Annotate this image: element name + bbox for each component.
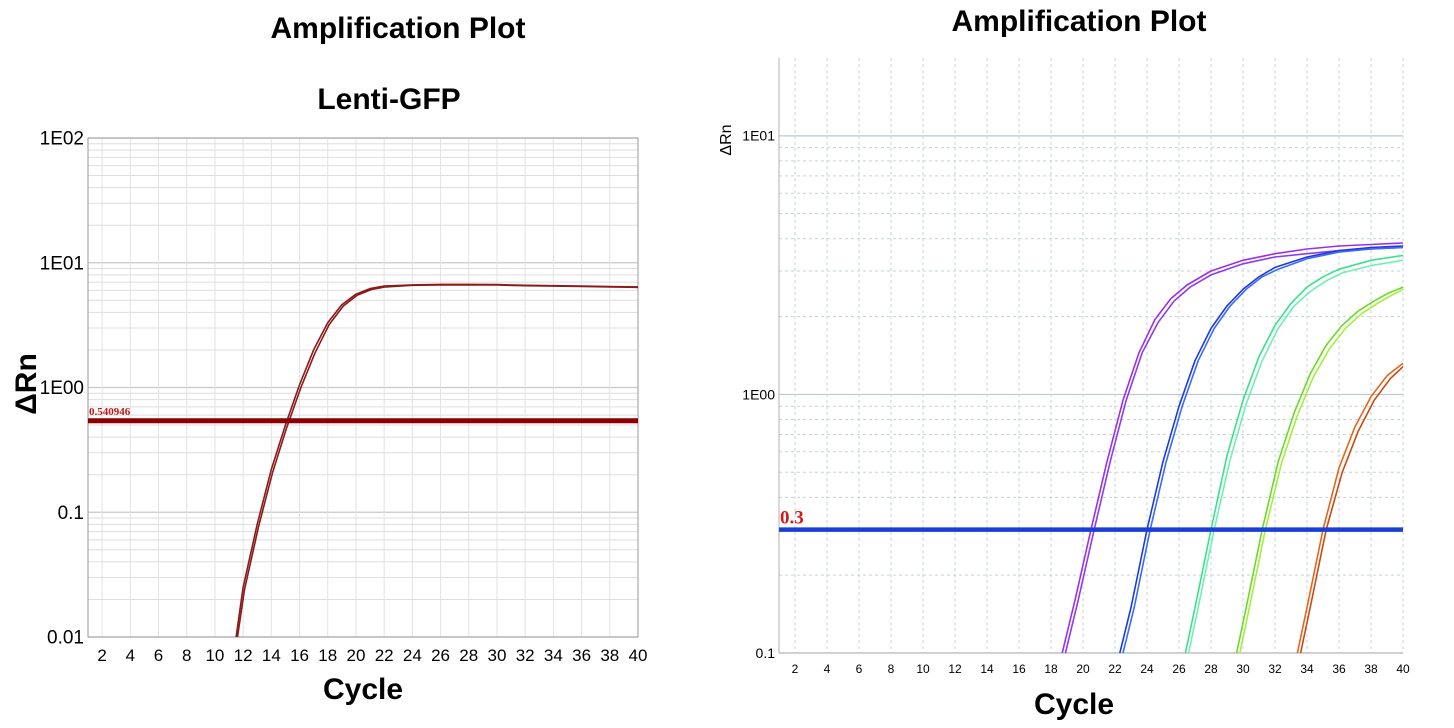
left-x-axis-label: Cycle bbox=[323, 673, 403, 706]
x-tick-label: 10 bbox=[916, 662, 930, 676]
left-chart-subtitle: Lenti-GFP bbox=[317, 83, 460, 116]
x-tick-label: 26 bbox=[1172, 662, 1186, 676]
plot-frame bbox=[87, 137, 639, 638]
series-line-1 bbox=[235, 283, 639, 638]
x-tick-label: 32 bbox=[1268, 662, 1282, 676]
left-chart-title: Amplification Plot bbox=[271, 12, 526, 45]
x-tick-label: 2 bbox=[792, 662, 799, 676]
x-tick-label: 4 bbox=[824, 662, 831, 676]
x-tick-label: 12 bbox=[234, 646, 253, 665]
series-line-5 bbox=[1184, 254, 1404, 654]
series-line-10 bbox=[1299, 366, 1404, 654]
series-line-9 bbox=[1296, 362, 1404, 654]
x-tick-label: 16 bbox=[290, 646, 309, 665]
x-tick-label: 16 bbox=[1012, 662, 1026, 676]
right-y-axis-label: ΔRn bbox=[718, 124, 735, 155]
y-tick-label: 1E01 bbox=[742, 128, 775, 144]
x-tick-label: 14 bbox=[262, 646, 281, 665]
x-tick-label: 36 bbox=[1332, 662, 1346, 676]
x-tick-label: 24 bbox=[403, 646, 422, 665]
series-line-4 bbox=[1122, 246, 1404, 654]
x-tick-label: 24 bbox=[1140, 662, 1154, 676]
x-tick-label: 38 bbox=[1364, 662, 1378, 676]
x-tick-label: 12 bbox=[948, 662, 962, 676]
y-tick-label: 0.1 bbox=[58, 503, 84, 524]
x-tick-label: 8 bbox=[182, 646, 191, 665]
x-tick-label: 10 bbox=[205, 646, 224, 665]
x-tick-label: 32 bbox=[516, 646, 535, 665]
x-tick-label: 40 bbox=[629, 646, 648, 665]
x-tick-label: 36 bbox=[572, 646, 591, 665]
x-tick-label: 20 bbox=[1076, 662, 1090, 676]
x-tick-label: 2 bbox=[97, 646, 106, 665]
x-tick-label: 8 bbox=[888, 662, 895, 676]
x-tick-label: 30 bbox=[488, 646, 507, 665]
x-tick-label: 18 bbox=[318, 646, 337, 665]
series-line-8 bbox=[1239, 288, 1404, 654]
series-line-2 bbox=[236, 284, 639, 638]
x-tick-label: 22 bbox=[1108, 662, 1122, 676]
x-tick-label: 26 bbox=[431, 646, 450, 665]
y-tick-label: 0.1 bbox=[756, 645, 776, 661]
series-line-7 bbox=[1235, 286, 1404, 654]
x-tick-label: 28 bbox=[1204, 662, 1218, 676]
series-line-1 bbox=[1061, 242, 1404, 654]
threshold-label: 0.3 bbox=[780, 508, 804, 529]
y-tick-label: 1E00 bbox=[40, 378, 84, 399]
y-tick-label: 1E02 bbox=[40, 129, 84, 150]
x-tick-label: 30 bbox=[1236, 662, 1250, 676]
left-y-axis-label: ΔRn bbox=[10, 353, 43, 415]
right-x-axis-label: Cycle bbox=[1034, 688, 1114, 721]
x-tick-label: 18 bbox=[1044, 662, 1058, 676]
x-tick-label: 4 bbox=[126, 646, 135, 665]
x-tick-label: 14 bbox=[980, 662, 994, 676]
right-chart-title: Amplification Plot bbox=[952, 5, 1207, 38]
x-tick-label: 22 bbox=[375, 646, 394, 665]
x-tick-label: 40 bbox=[1396, 662, 1410, 676]
y-tick-label: 1E00 bbox=[742, 386, 775, 402]
x-tick-label: 20 bbox=[346, 646, 365, 665]
x-tick-label: 6 bbox=[154, 646, 163, 665]
x-tick-label: 6 bbox=[856, 662, 863, 676]
series-line-3 bbox=[1119, 245, 1404, 654]
x-tick-label: 28 bbox=[459, 646, 478, 665]
x-tick-label: 38 bbox=[600, 646, 619, 665]
series-line-2 bbox=[1064, 246, 1404, 654]
y-tick-label: 0.01 bbox=[47, 628, 84, 649]
y-tick-label: 1E01 bbox=[40, 253, 84, 274]
x-tick-label: 34 bbox=[544, 646, 563, 665]
x-tick-label: 34 bbox=[1300, 662, 1314, 676]
threshold-label: 0.540946 bbox=[89, 406, 131, 418]
